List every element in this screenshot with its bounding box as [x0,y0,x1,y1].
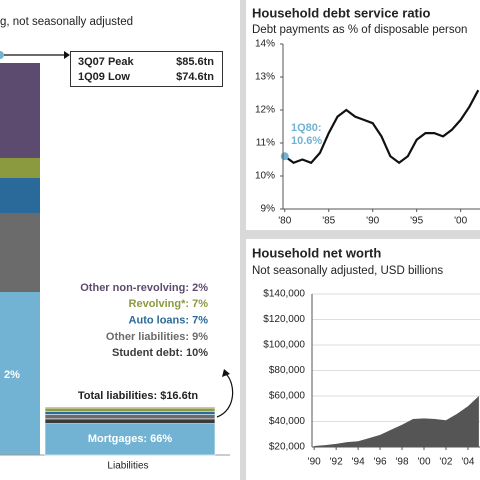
bar-segment [44,406,216,409]
point-marker [280,152,289,161]
peak-box [70,51,223,87]
chart-title: Household net worth [252,245,381,260]
marker [0,51,4,59]
asset-segment [0,292,40,455]
arrow-head [64,51,70,59]
y-tick-label: $100,000 [263,340,305,351]
x-tick-label: '90 [308,457,321,468]
bar-segment [44,418,216,424]
y-tick-label: 14% [255,39,275,50]
bar-segment [44,410,216,415]
y-tick-label: $40,000 [269,416,306,427]
x-tick-label: '85 [322,216,335,227]
bar-segment [44,423,216,456]
separator [240,230,480,239]
x-tick-label: Liabilities [107,461,148,472]
asset-segment [0,158,40,178]
x-tick-label: '96 [374,457,387,468]
y-tick-label: 13% [255,72,275,83]
line [284,89,480,165]
y-tick-label: 12% [255,105,275,116]
chart-title: Household debt service ratio [252,5,430,20]
annotation: $74.6tn [176,71,214,83]
area [314,396,479,447]
legend-label: Other liabilities: 9% [106,331,208,343]
separator [240,0,246,480]
y-tick-label: 11% [256,138,275,149]
asset-segment [0,213,40,292]
legend-label: Revolving*: 7% [129,298,209,310]
legend-label: Other non-revolving: 2% [80,282,208,294]
subtitle: Debt payments as % of disposable person [252,24,467,36]
y-tick-label: $120,000 [263,314,305,325]
legend-label: Student debt: 10% [112,347,208,359]
annotation: 10.6% [291,135,322,147]
annotation: 1Q09 Low [78,71,130,83]
bar-segment [44,407,216,412]
annotation: 1Q80: [291,122,322,134]
asset-segment [0,63,40,158]
annotation: Total liabilities: $16.6tn [78,390,198,402]
annotation: 2% [4,369,20,381]
x-tick-label: '98 [396,457,409,468]
y-tick-label: $80,000 [269,365,306,376]
annotation: $85.6tn [176,56,214,68]
bar-segment [44,414,216,420]
curved-arrow [216,373,234,418]
data-label: Mortgages: 66% [88,433,173,445]
x-tick-label: '02 [439,457,452,468]
x-tick-label: '80 [278,216,291,227]
x-tick-label: '04 [461,457,474,468]
x-tick-label: '00 [417,457,430,468]
asset-segment [0,178,40,213]
subtitle: g, not seasonally adjusted [0,16,133,28]
x-tick-label: '92 [330,457,343,468]
y-tick-label: $140,000 [263,289,305,300]
y-tick-label: 9% [261,204,276,215]
x-tick-label: '94 [352,457,365,468]
subtitle: Not seasonally adjusted, USD billions [252,265,443,277]
y-tick-label: $20,000 [269,442,306,453]
legend-label: Auto loans: 7% [129,315,209,327]
arrow-head [222,369,230,377]
annotation: 3Q07 Peak [78,56,135,68]
y-tick-label: $60,000 [269,391,306,402]
x-tick-label: '90 [366,216,379,227]
x-tick-label: '95 [410,216,423,227]
x-tick-label: '00 [454,216,467,227]
y-tick-label: 10% [255,171,275,182]
